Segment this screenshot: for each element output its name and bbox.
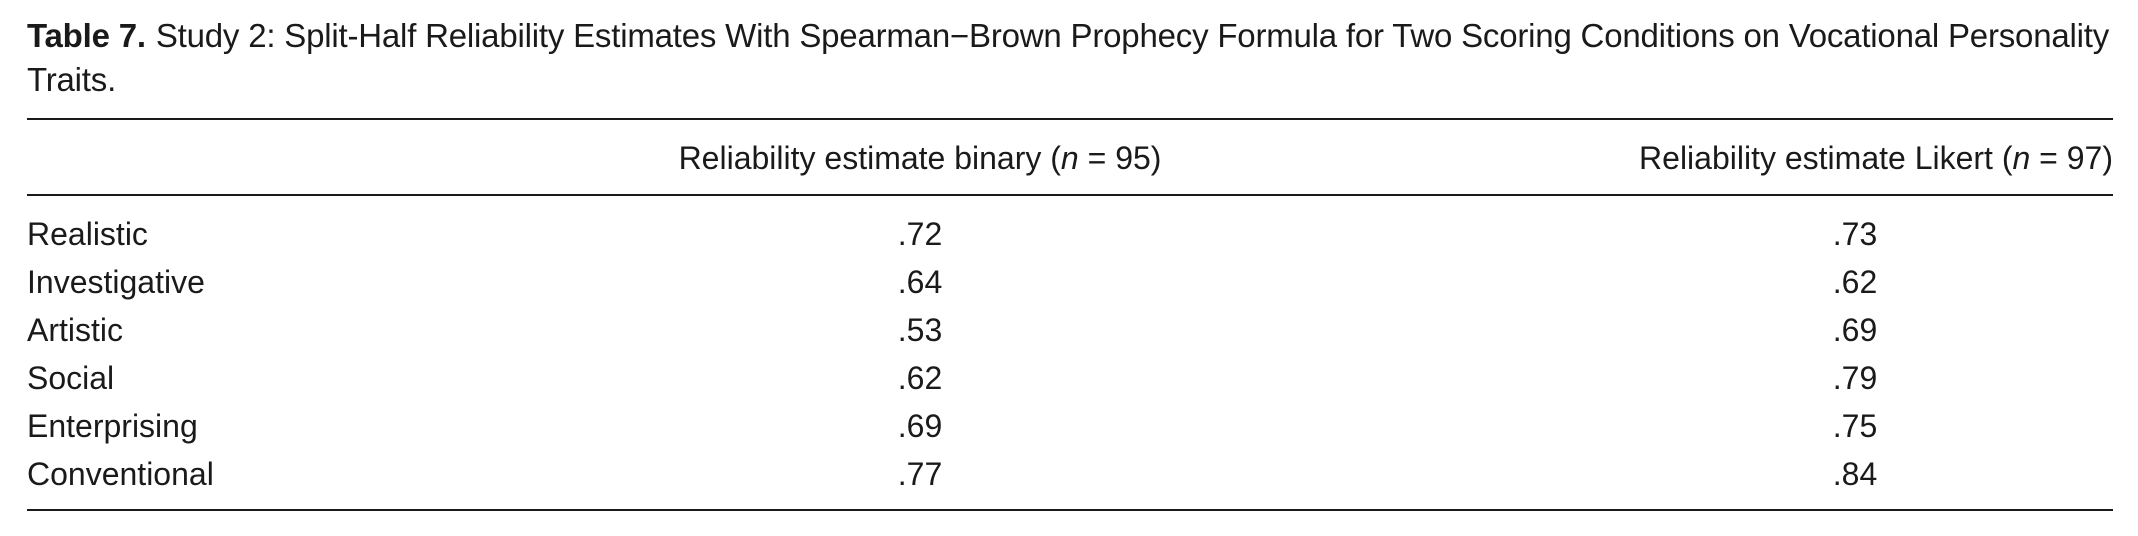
header-rule [27, 194, 2113, 196]
cell-likert-investigative: .62 [1832, 264, 1878, 300]
cell-binary-investigative: .64 [897, 264, 943, 300]
column-header-binary: Reliability estimate binary (n = 95) [650, 138, 1190, 178]
column-header-binary-n-symbol: n [1060, 140, 1079, 176]
table-label: Table 7. [27, 17, 146, 54]
row-label-enterprising: Enterprising [27, 408, 198, 444]
cell-binary-conventional: .77 [897, 456, 943, 492]
row-label-social: Social [27, 360, 115, 396]
cell-likert-enterprising: .75 [1832, 408, 1878, 444]
cell-binary-artistic: .53 [897, 312, 943, 348]
table-title: Study 2: Split-Half Reliability Estimate… [27, 17, 2110, 98]
row-label-conventional: Conventional [27, 456, 214, 492]
row-label-realistic: Realistic [27, 216, 148, 252]
column-header-binary-n-value: = 95) [1078, 140, 1162, 176]
top-rule [27, 118, 2113, 120]
cell-binary-social: .62 [897, 360, 943, 396]
column-header-likert-n-symbol: n [2012, 140, 2031, 176]
table-caption: Table 7. Study 2: Split-Half Reliability … [27, 14, 2117, 102]
bottom-rule [27, 509, 2113, 511]
cell-likert-realistic: .73 [1832, 216, 1878, 252]
column-header-likert: Reliability estimate Likert (n = 97) [1639, 138, 2113, 178]
column-header-likert-prefix: Reliability estimate Likert ( [1639, 140, 2013, 176]
row-label-artistic: Artistic [27, 312, 123, 348]
cell-likert-social: .79 [1832, 360, 1878, 396]
row-label-investigative: Investigative [27, 264, 205, 300]
cell-likert-conventional: .84 [1832, 456, 1878, 492]
column-header-likert-n-value: = 97) [2030, 140, 2113, 176]
column-header-binary-prefix: Reliability estimate binary ( [678, 140, 1061, 176]
cell-binary-enterprising: .69 [897, 408, 943, 444]
cell-binary-realistic: .72 [897, 216, 943, 252]
cell-likert-artistic: .69 [1832, 312, 1878, 348]
